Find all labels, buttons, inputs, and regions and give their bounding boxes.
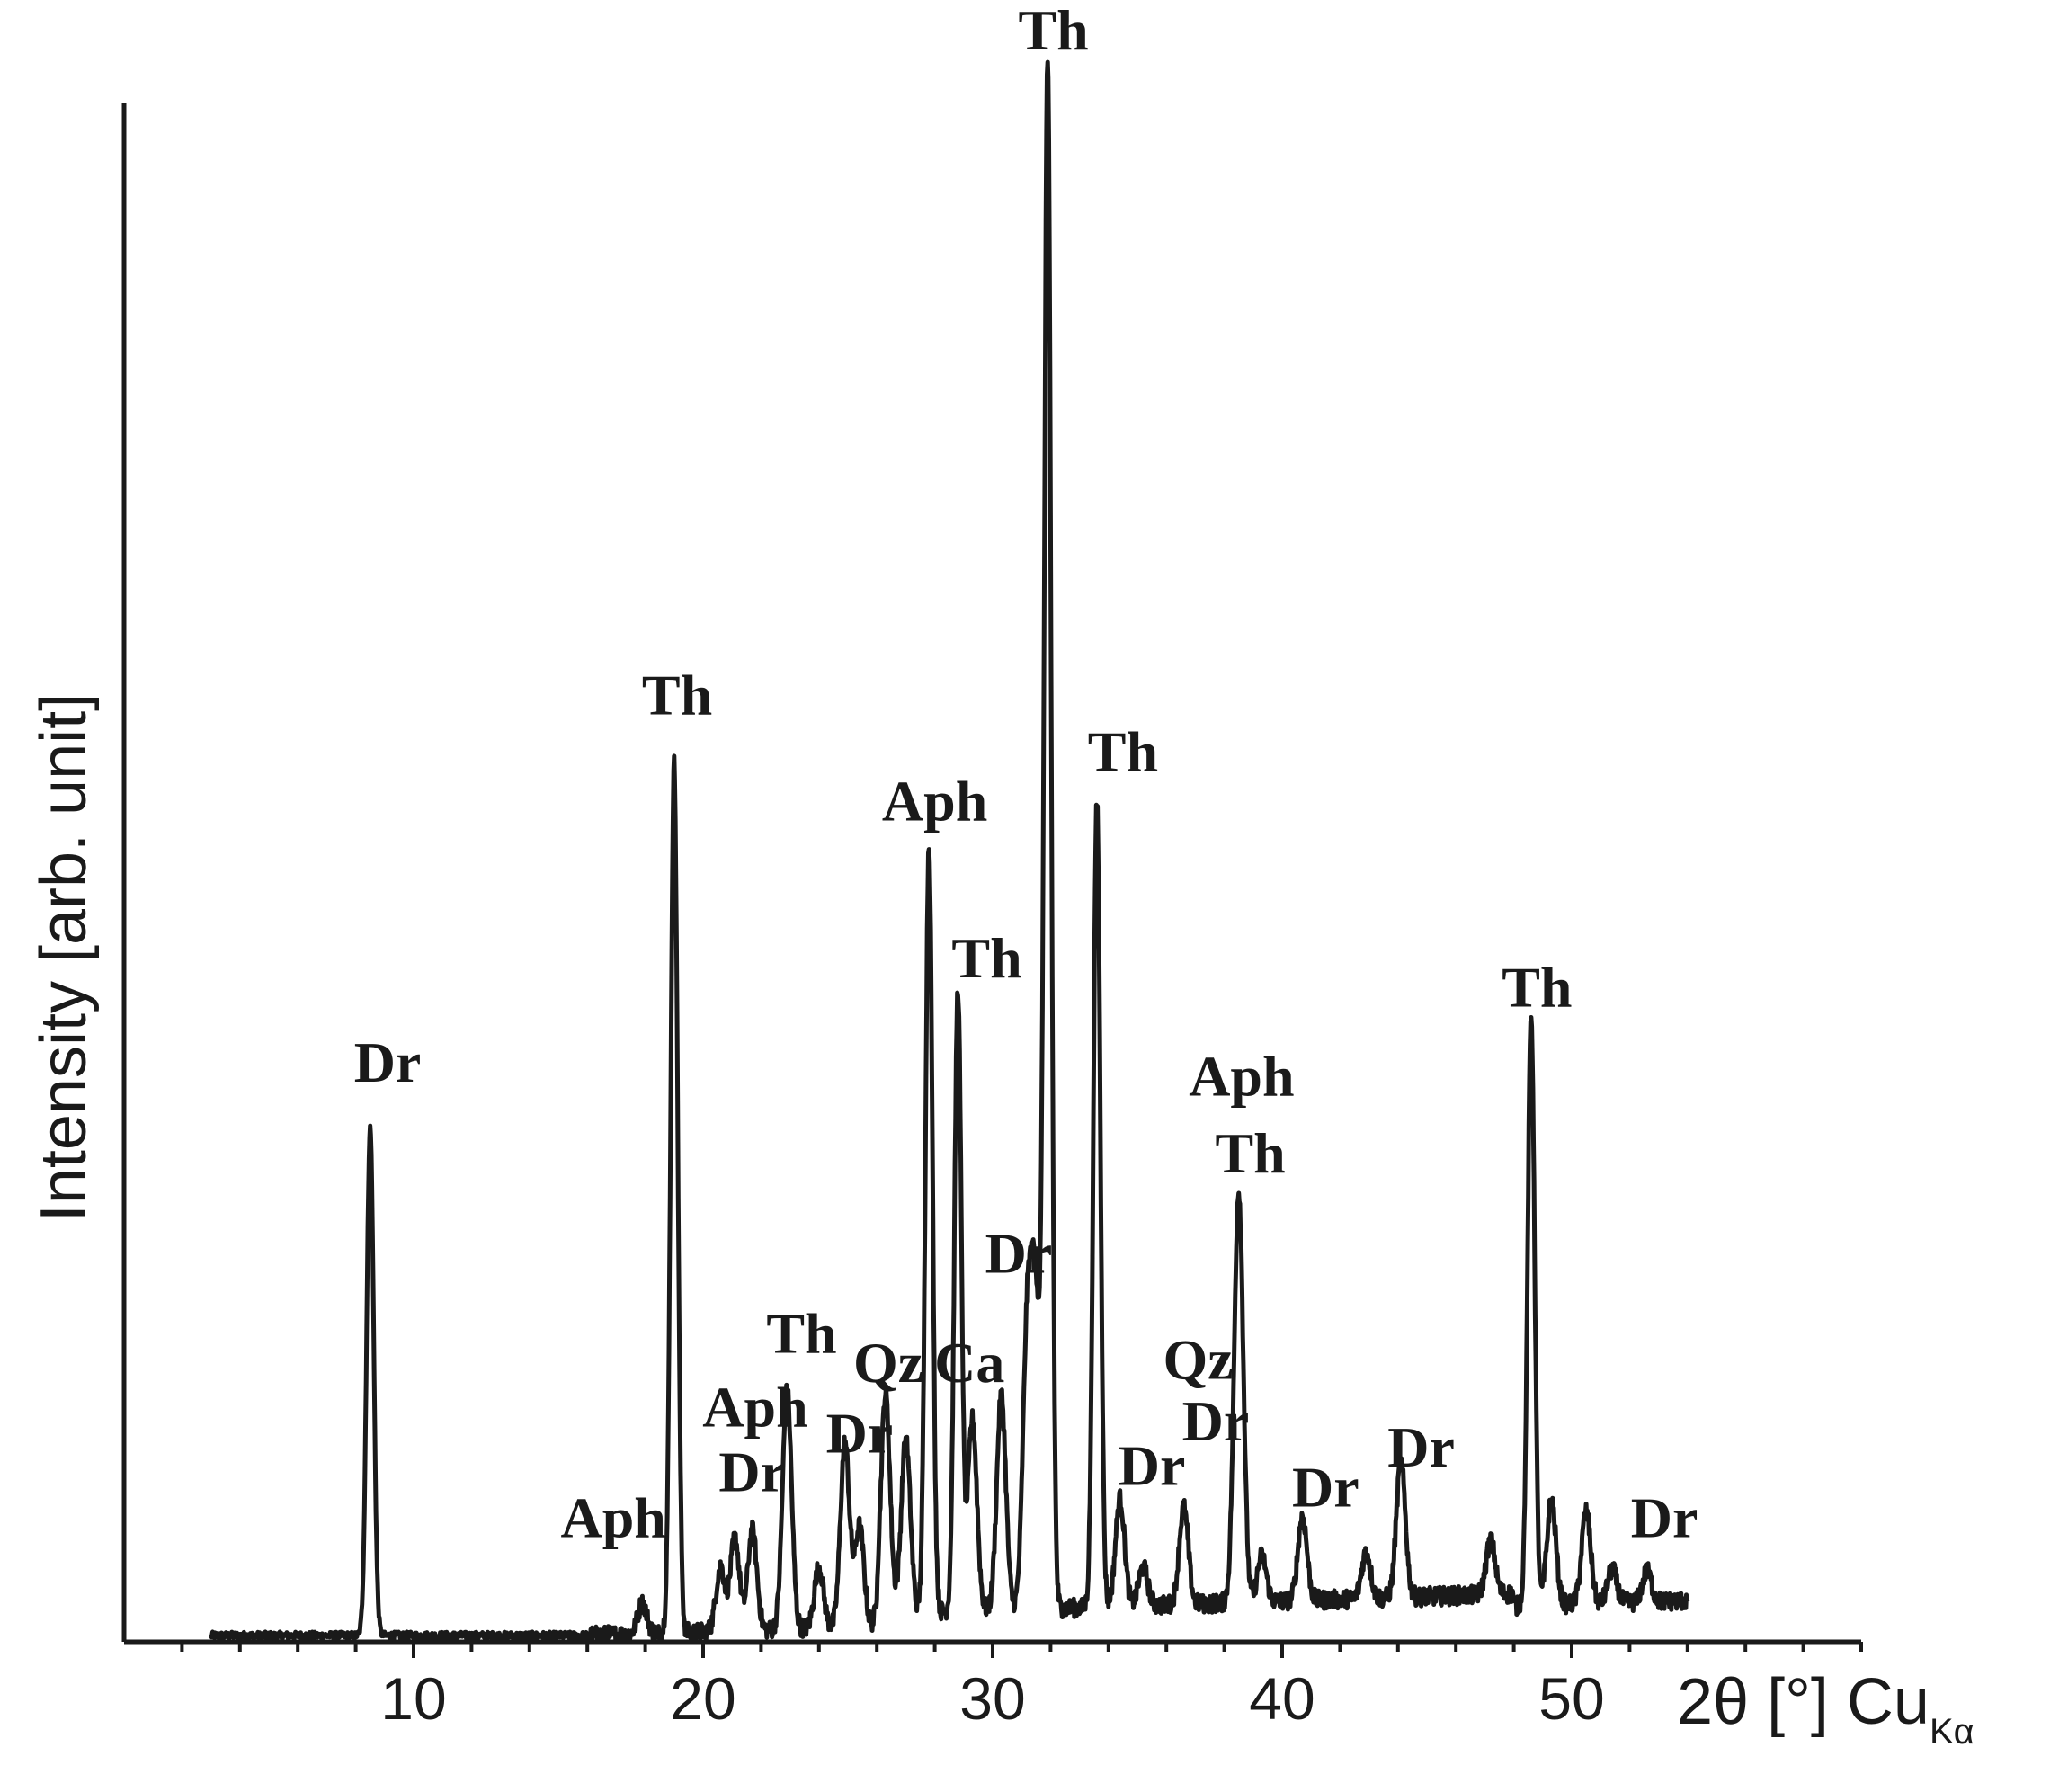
peak-label: Th <box>766 1301 836 1365</box>
peak-label: Aph <box>1189 1045 1294 1109</box>
peak-label: Dr <box>1631 1486 1698 1550</box>
peak-label: Qz <box>853 1331 923 1395</box>
peak-label: Dr <box>1182 1389 1250 1453</box>
x-tick-labels: 10 20 30 40 50 <box>380 1665 1604 1732</box>
x-tick-label: 50 <box>1538 1665 1604 1732</box>
x-tick-label: 10 <box>380 1665 446 1732</box>
peak-label: Th <box>1215 1121 1285 1185</box>
y-axis-title: Intensity [arb. unit] <box>28 693 100 1222</box>
peak-label: Ca <box>934 1331 1004 1395</box>
peak-label: Aph <box>882 769 987 833</box>
peak-label: Aph <box>702 1375 807 1439</box>
peak-label: Th <box>951 926 1021 990</box>
x-tick-label: 40 <box>1249 1665 1315 1732</box>
peak-label: Th <box>1018 0 1088 62</box>
peak-annotations: DrThAphAphDrThDrQzAphThCaDrThThDrQzDrAph… <box>354 0 1698 1550</box>
x-axis-title: 2θ [°] CuKα <box>1677 1666 1974 1752</box>
peak-label: Dr <box>826 1402 894 1466</box>
peak-label: Dr <box>985 1221 1053 1285</box>
x-tick-label: 20 <box>670 1665 735 1732</box>
peak-label: Dr <box>1292 1455 1359 1519</box>
peak-label: Th <box>1502 955 1572 1019</box>
x-tick-label: 30 <box>959 1665 1025 1732</box>
diffraction-pattern-line <box>209 59 1690 1645</box>
x-axis-title-subscript: Kα <box>1930 1712 1974 1752</box>
peak-label: Dr <box>1387 1415 1455 1479</box>
x-ticks <box>180 1642 1863 1658</box>
peak-label: Dr <box>718 1440 786 1503</box>
peak-label: Aph <box>560 1486 665 1550</box>
peak-label: Qz <box>1163 1327 1234 1391</box>
peak-label: Th <box>1088 720 1158 784</box>
peak-label: Dr <box>1119 1433 1186 1497</box>
peak-label: Th <box>642 663 712 727</box>
peak-label: Dr <box>354 1030 422 1094</box>
x-axis-title-main: 2θ [°] Cu <box>1677 1666 1930 1738</box>
